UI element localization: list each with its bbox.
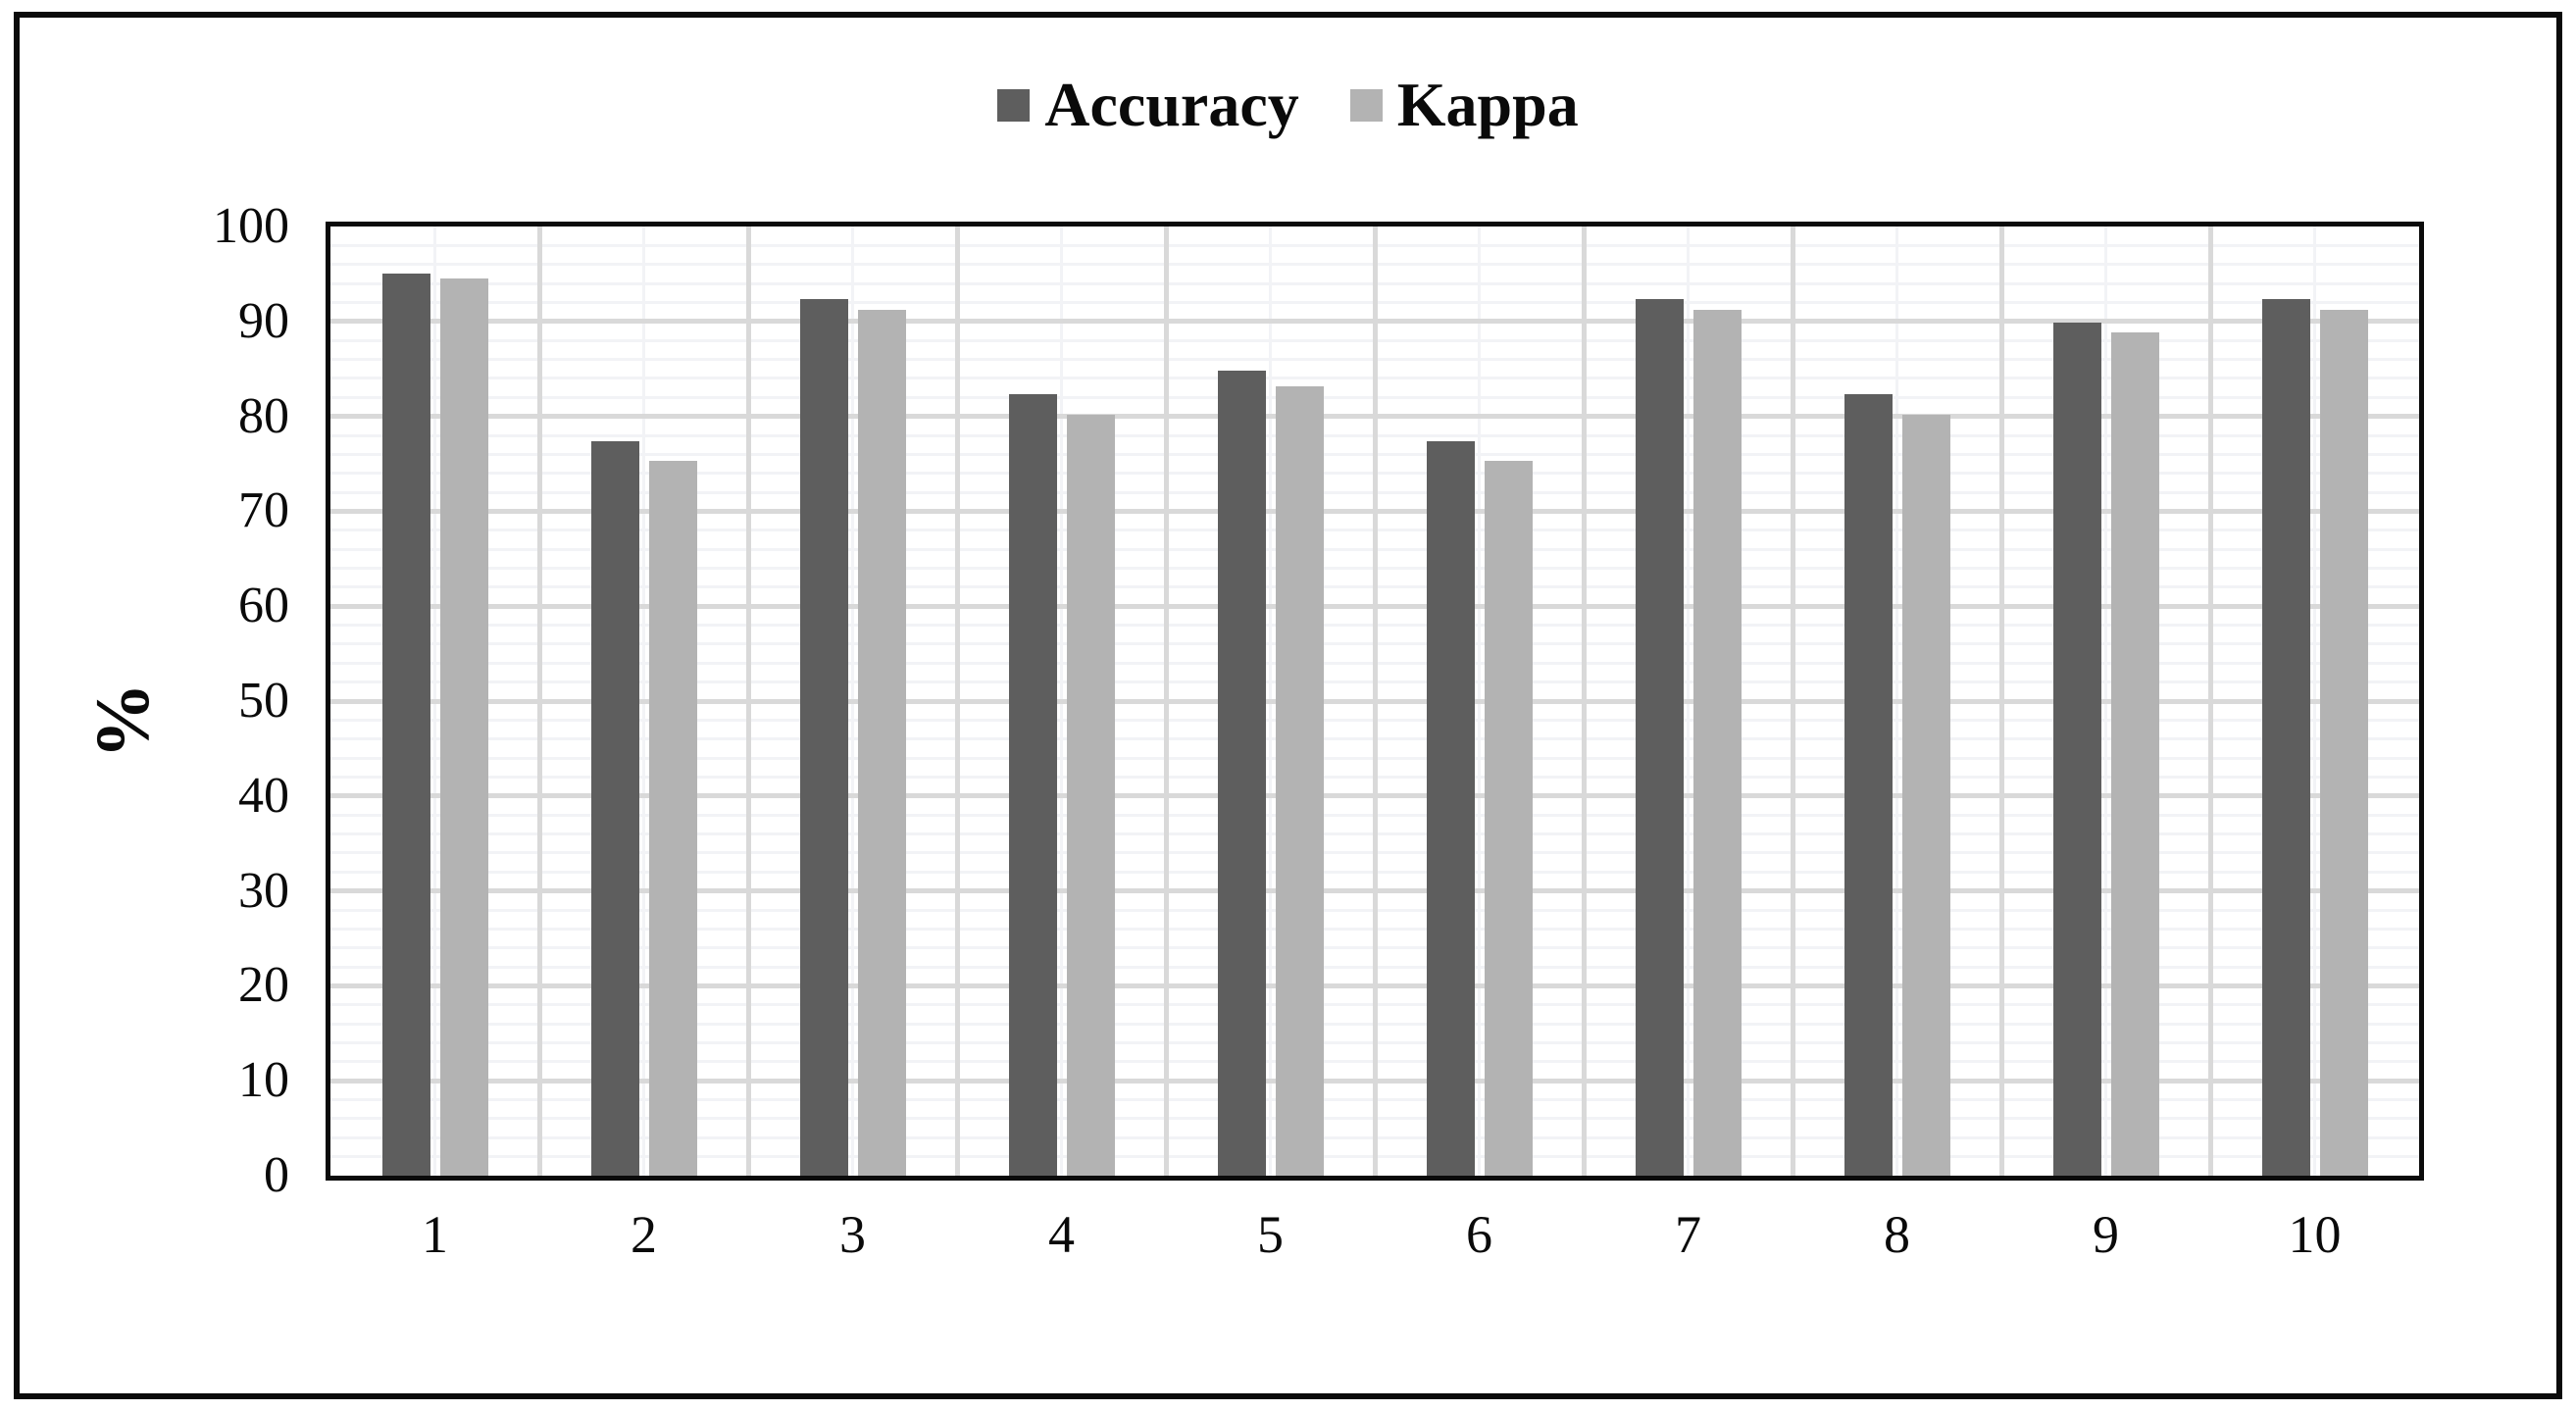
x-tick-label: 2 — [631, 1205, 657, 1264]
x-tick-label: 8 — [1884, 1205, 1910, 1264]
y-tick-label: 0 — [264, 1147, 289, 1203]
legend-item-accuracy: Accuracy — [997, 70, 1299, 139]
major-gridline — [954, 227, 960, 1176]
y-tick-label: 50 — [238, 673, 289, 729]
y-tick-label: 60 — [238, 578, 289, 634]
x-tick-label: 4 — [1048, 1205, 1075, 1264]
y-tick-label: 100 — [213, 198, 289, 254]
x-tick-label: 10 — [2288, 1205, 2342, 1264]
x-tick-label: 1 — [422, 1205, 448, 1264]
bar-kappa-5 — [1275, 385, 1324, 1176]
major-gridline — [536, 227, 542, 1176]
bar-accuracy-2 — [590, 440, 639, 1176]
bar-kappa-2 — [648, 461, 697, 1176]
legend-label-accuracy: Accuracy — [1044, 70, 1299, 139]
plot-area — [326, 222, 2424, 1181]
x-tick-label: 6 — [1466, 1205, 1492, 1264]
bar-accuracy-6 — [1426, 440, 1475, 1176]
bar-accuracy-8 — [1844, 394, 1893, 1176]
major-gridline — [1790, 227, 1795, 1176]
kappa-swatch-icon — [1349, 88, 1383, 122]
x-tick-label: 5 — [1257, 1205, 1284, 1264]
bar-kappa-9 — [2110, 332, 2159, 1176]
bar-kappa-10 — [2319, 310, 2368, 1176]
bar-kappa-8 — [1901, 414, 1950, 1176]
legend-item-kappa: Kappa — [1349, 70, 1579, 139]
x-tick-label: 3 — [839, 1205, 866, 1264]
major-gridline — [1163, 227, 1169, 1176]
bar-kappa-7 — [1692, 310, 1742, 1176]
bar-accuracy-9 — [2052, 322, 2101, 1176]
major-gridline — [745, 227, 751, 1176]
bar-accuracy-1 — [381, 274, 430, 1176]
chart-legend: Accuracy Kappa — [0, 73, 2576, 137]
x-tick-label: 7 — [1675, 1205, 1701, 1264]
major-gridline — [1581, 227, 1587, 1176]
bar-accuracy-3 — [799, 298, 848, 1176]
bar-kappa-4 — [1066, 414, 1115, 1176]
y-tick-label: 40 — [238, 767, 289, 824]
y-tick-label: 30 — [238, 862, 289, 919]
bar-kappa-6 — [1484, 461, 1533, 1176]
major-gridline — [2207, 227, 2213, 1176]
x-tick-label: 9 — [2093, 1205, 2119, 1264]
bar-kappa-1 — [439, 278, 488, 1176]
accuracy-swatch-icon — [997, 88, 1031, 122]
y-tick-label: 10 — [238, 1052, 289, 1109]
y-tick-label: 70 — [238, 482, 289, 539]
major-gridline — [1998, 227, 2004, 1176]
legend-label-kappa: Kappa — [1396, 70, 1579, 139]
bar-accuracy-7 — [1635, 298, 1684, 1176]
bar-accuracy-4 — [1008, 394, 1057, 1176]
bar-accuracy-10 — [2261, 298, 2310, 1176]
y-tick-label: 80 — [238, 387, 289, 444]
y-tick-label: 20 — [238, 957, 289, 1014]
bar-accuracy-5 — [1217, 371, 1266, 1176]
y-tick-label: 90 — [238, 292, 289, 349]
major-gridline — [1372, 227, 1378, 1176]
bar-kappa-3 — [857, 310, 906, 1176]
